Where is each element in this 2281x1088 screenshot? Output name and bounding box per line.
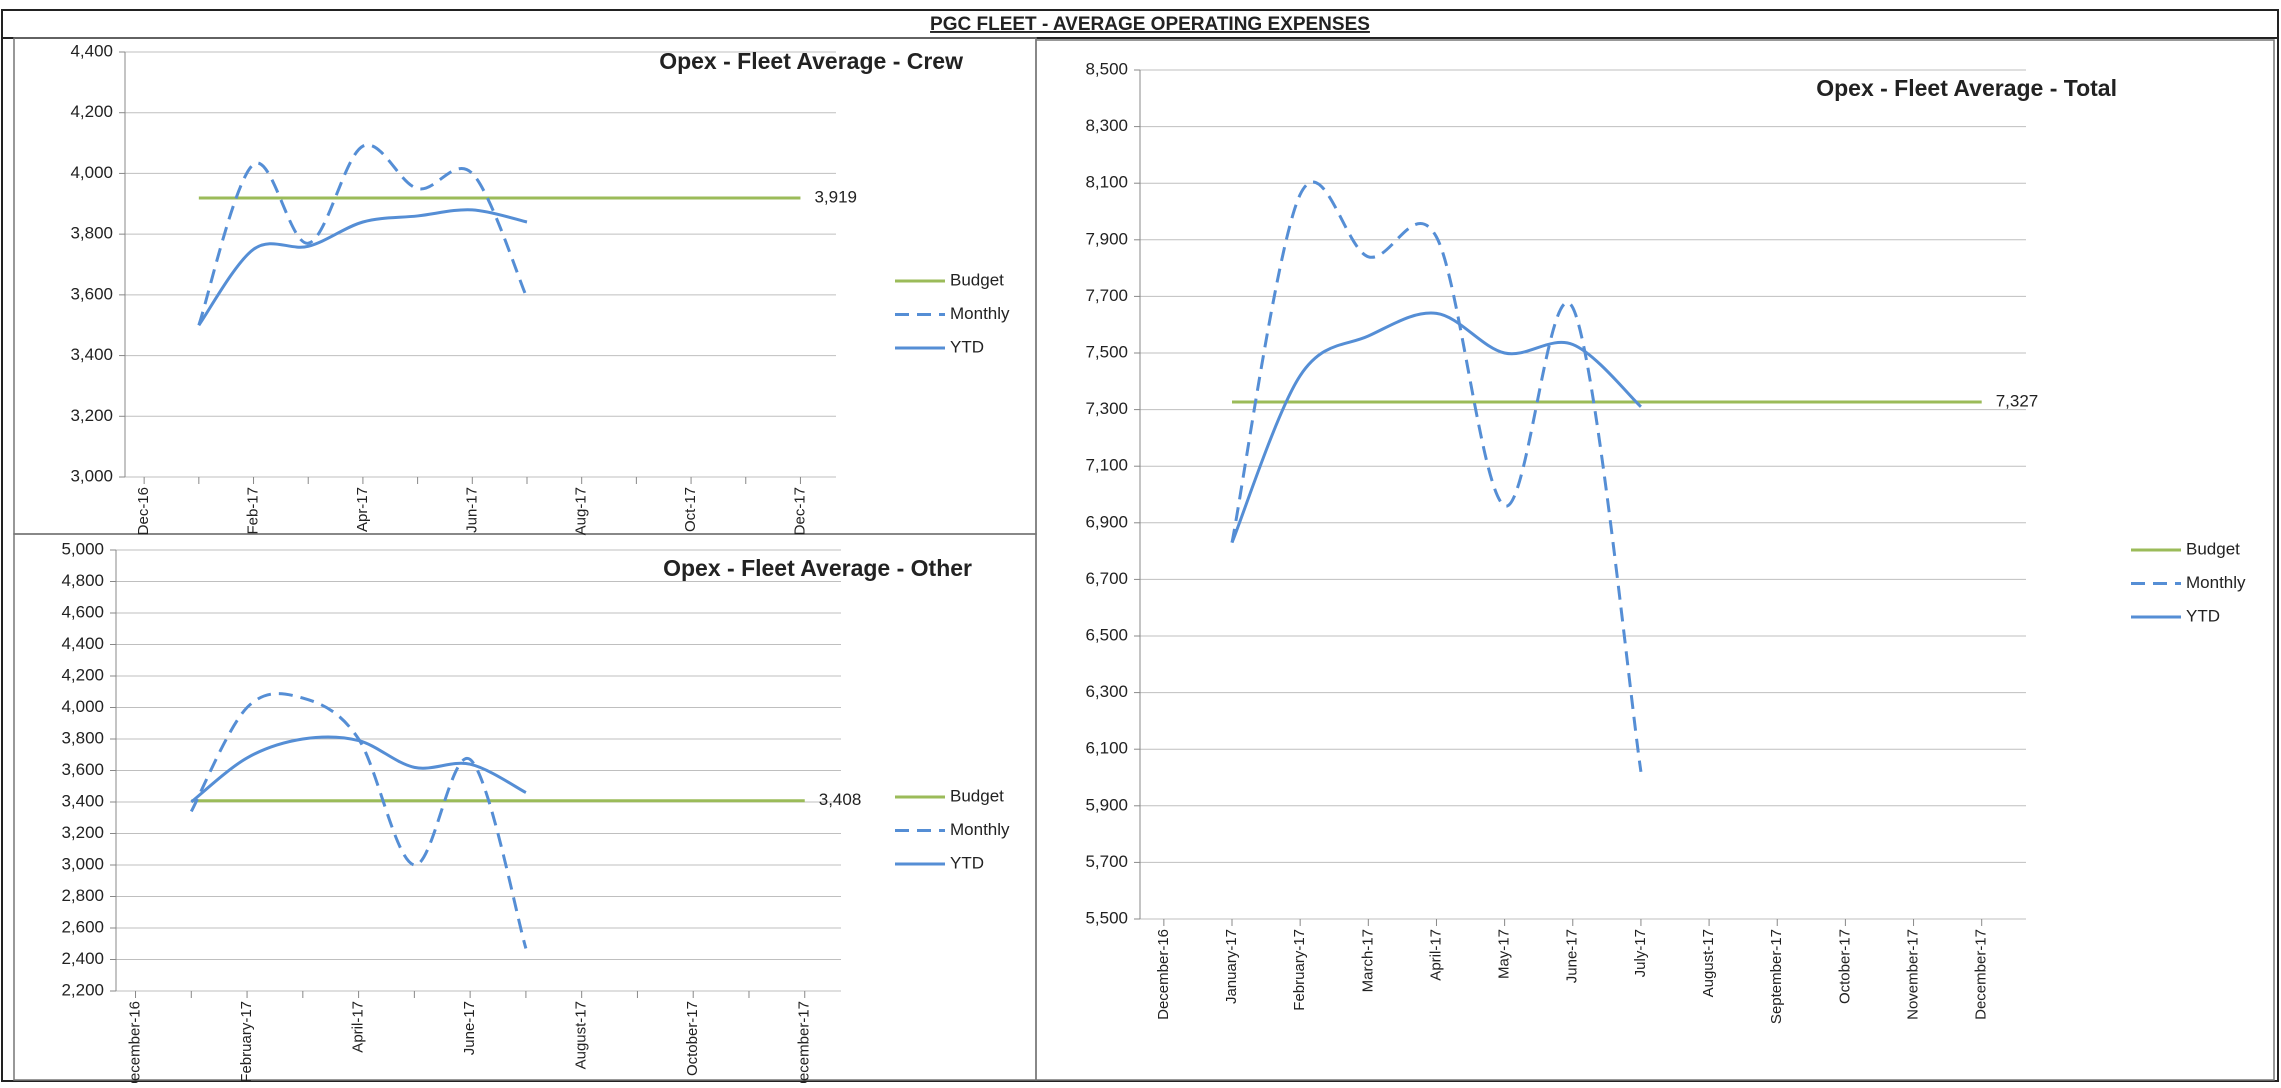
x-tick-label: September-17 (1768, 929, 1785, 1024)
series-line (197, 208, 528, 327)
y-tick-label: 5,000 (61, 539, 104, 558)
x-tick-label: August-17 (1700, 929, 1717, 997)
legend-label: Monthly (950, 304, 1010, 323)
legend-label: YTD (950, 853, 984, 872)
x-tick-label: March-17 (1359, 929, 1376, 992)
y-tick-label: 7,100 (1085, 456, 1128, 475)
y-tick-label: 6,300 (1085, 682, 1128, 701)
y-tick-label: 7,700 (1085, 286, 1128, 305)
y-tick-label: 3,400 (70, 345, 113, 364)
series-line (190, 735, 527, 804)
legend-label: Budget (950, 786, 1004, 805)
y-tick-label: 7,500 (1085, 342, 1128, 361)
y-tick-label: 8,500 (1085, 59, 1128, 78)
y-tick-label: 4,400 (70, 41, 113, 60)
legend-label: Budget (2186, 539, 2240, 558)
y-tick-label: 3,800 (70, 224, 113, 243)
x-tick-label: Apr-17 (354, 487, 371, 532)
y-tick-label: 8,100 (1085, 173, 1128, 192)
y-tick-label: 3,200 (61, 823, 104, 842)
x-tick-label: April-17 (1427, 929, 1444, 981)
x-tick-label: December-16 (1155, 929, 1172, 1020)
y-tick-label: 4,800 (61, 571, 104, 590)
x-tick-label: Dec-16 (135, 487, 152, 535)
x-tick-label: July-17 (1632, 929, 1649, 977)
x-tick-label: Dec-17 (791, 487, 808, 535)
y-tick-label: 7,900 (1085, 229, 1128, 248)
legend-label: YTD (2186, 606, 2220, 625)
panel (1035, 39, 2275, 1081)
x-tick-label: November-17 (1905, 929, 1922, 1020)
data-label: 3,408 (819, 790, 862, 809)
legend-label: Monthly (950, 820, 1010, 839)
x-tick-label: February-17 (238, 1001, 255, 1083)
x-tick-label: December-17 (1973, 929, 1990, 1020)
y-tick-label: 4,000 (61, 697, 104, 716)
series-line (1230, 180, 1643, 773)
y-tick-label: 4,600 (61, 602, 104, 621)
series-line (197, 143, 529, 326)
data-label: 3,919 (814, 188, 857, 207)
y-tick-label: 5,700 (1085, 852, 1128, 871)
y-tick-label: 3,000 (61, 854, 104, 873)
y-tick-label: 7,300 (1085, 399, 1128, 418)
x-tick-label: October-17 (1836, 929, 1853, 1004)
x-tick-label: Aug-17 (573, 487, 590, 535)
x-tick-label: February-17 (1291, 929, 1308, 1011)
chart-title: Opex - Fleet Average - Other (663, 555, 972, 581)
y-tick-label: 6,500 (1085, 625, 1128, 644)
x-tick-label: December-16 (126, 1001, 143, 1083)
legend-label: YTD (950, 337, 984, 356)
y-tick-label: 6,900 (1085, 512, 1128, 531)
series-line (1230, 311, 1642, 544)
page-title: PGC FLEET - AVERAGE OPERATING EXPENSES (930, 14, 1370, 35)
x-tick-label: October-17 (684, 1001, 701, 1076)
chart-title: Opex - Fleet Average - Total (1816, 75, 2117, 101)
x-tick-label: August-17 (573, 1001, 590, 1069)
legend-label: Monthly (2186, 573, 2246, 592)
y-tick-label: 2,800 (61, 886, 104, 905)
y-tick-label: 8,300 (1085, 116, 1128, 135)
y-tick-label: 3,600 (70, 284, 113, 303)
x-tick-label: Jun-17 (463, 487, 480, 533)
x-tick-label: December-17 (796, 1001, 813, 1083)
y-tick-label: 2,400 (61, 949, 104, 968)
y-tick-label: 4,200 (61, 665, 104, 684)
y-tick-label: 3,000 (70, 466, 113, 485)
series-line (189, 692, 528, 949)
panel (13, 533, 1037, 1081)
y-tick-label: 3,200 (70, 406, 113, 425)
y-tick-label: 3,400 (61, 791, 104, 810)
y-tick-label: 4,000 (70, 163, 113, 182)
y-tick-label: 5,500 (1085, 908, 1128, 927)
chart-title: Opex - Fleet Average - Crew (659, 48, 963, 74)
x-tick-label: June-17 (1564, 929, 1581, 983)
x-tick-label: June-17 (461, 1001, 478, 1055)
legend-label: Budget (950, 270, 1004, 289)
y-tick-label: 4,200 (70, 102, 113, 121)
x-tick-label: April-17 (350, 1001, 367, 1053)
y-tick-label: 4,400 (61, 634, 104, 653)
frame (1, 9, 2279, 1082)
y-tick-label: 6,700 (1085, 569, 1128, 588)
y-tick-label: 6,100 (1085, 739, 1128, 758)
data-label: 7,327 (1996, 391, 2039, 410)
y-tick-label: 2,600 (61, 917, 104, 936)
y-tick-label: 2,200 (61, 980, 104, 999)
y-tick-label: 3,800 (61, 728, 104, 747)
x-tick-label: January-17 (1223, 929, 1240, 1004)
y-tick-label: 3,600 (61, 760, 104, 779)
y-tick-label: 5,900 (1085, 795, 1128, 814)
x-tick-label: Oct-17 (682, 487, 699, 532)
x-tick-label: Feb-17 (244, 487, 261, 535)
x-tick-label: May-17 (1496, 929, 1513, 979)
